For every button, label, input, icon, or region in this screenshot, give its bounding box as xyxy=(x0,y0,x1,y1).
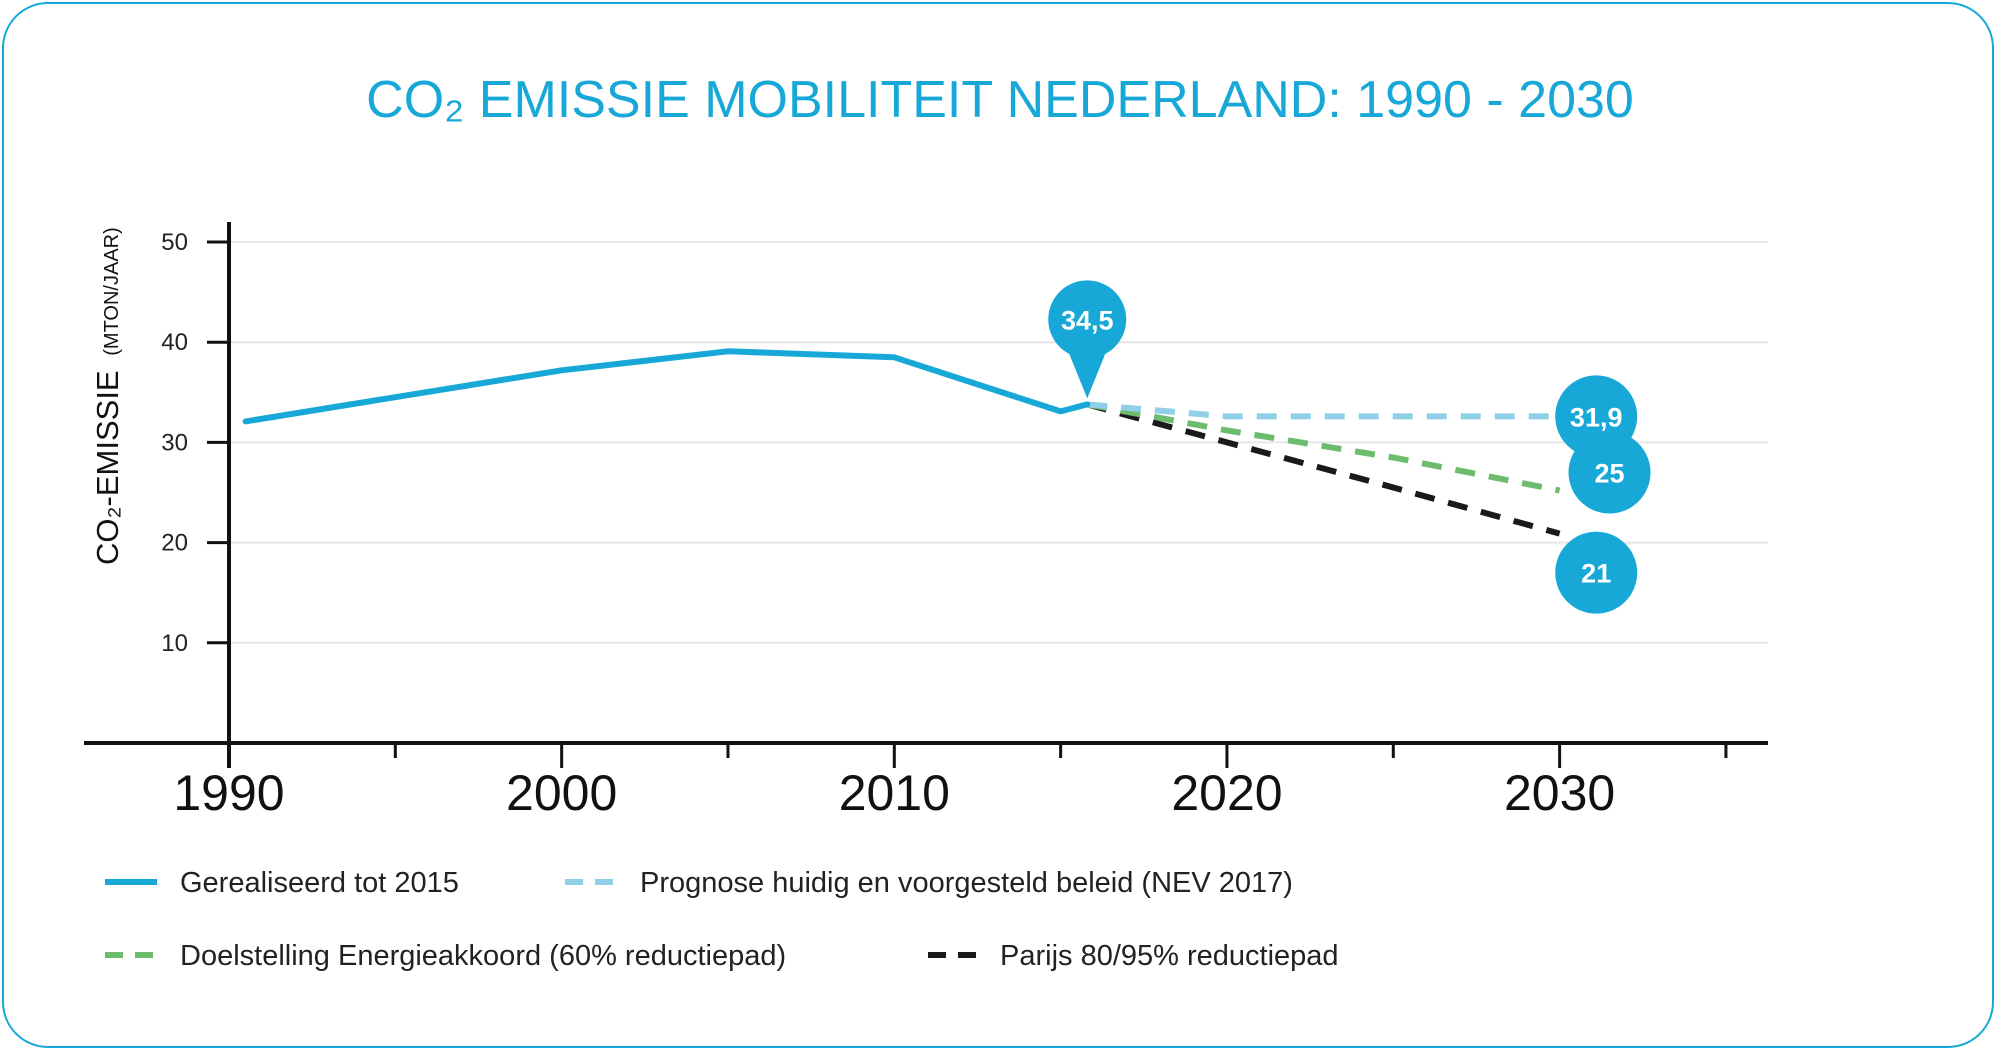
y-tick-label-30: 30 xyxy=(161,429,188,456)
series-line-0 xyxy=(242,348,1091,425)
chart-title: CO₂ EMISSIE MOBILITEIT NEDERLAND: 1990 -… xyxy=(366,71,1634,129)
legend-label-0: Gerealiseerd tot 2015 xyxy=(180,867,459,899)
y-tick-label-10: 10 xyxy=(161,630,188,657)
y-tick-label-20: 20 xyxy=(161,530,188,557)
legend-label-2: Doelstelling Energieakkoord (60% reducti… xyxy=(180,940,786,972)
y-axis-label: CO₂-EMISSIE (MTON/JAAR) xyxy=(90,227,125,565)
data-series xyxy=(242,348,1561,537)
axes xyxy=(84,222,1768,768)
x-tick-label-2010: 2010 xyxy=(839,765,950,821)
series-line-3 xyxy=(1086,401,1561,537)
y-axis-label-unit: (MTON/JAAR) xyxy=(101,227,123,356)
grid-lines xyxy=(229,241,1768,644)
y-tick-label-40: 40 xyxy=(161,329,188,356)
legend-label-3: Parijs 80/95% reductiepad xyxy=(1000,940,1339,972)
series-line-1 xyxy=(1086,401,1560,420)
series-line-2 xyxy=(1086,401,1561,494)
x-tick-label-2000: 2000 xyxy=(506,765,617,821)
x-tick-labels: 1990 2000 2010 2020 2030 xyxy=(173,765,1615,821)
y-tick-labels: 10 20 30 40 50 xyxy=(161,229,188,657)
bubble-circle-3 xyxy=(1555,531,1638,614)
y-axis-label-main: CO₂-EMISSIE xyxy=(90,370,125,565)
x-tick-label-1990: 1990 xyxy=(173,765,284,821)
y-tick-label-50: 50 xyxy=(161,229,188,256)
legend: Gerealiseerd tot 2015 Prognose huidig en … xyxy=(105,867,1339,972)
bubble-label-2: 25 xyxy=(1594,458,1624,488)
bubble-circle-2 xyxy=(1568,431,1651,514)
bubble-label-0: 34,5 xyxy=(1061,305,1114,335)
x-tick-label-2030: 2030 xyxy=(1504,765,1615,821)
pin-pointer xyxy=(1068,351,1107,399)
bubble-label-3: 21 xyxy=(1581,559,1611,589)
value-bubbles: 34,5 31,9 25 21 xyxy=(1048,280,1651,614)
x-tick-label-2020: 2020 xyxy=(1171,765,1282,821)
legend-label-1: Prognose huidig en voorgesteld beleid (N… xyxy=(640,867,1293,899)
bubble-label-1: 31,9 xyxy=(1570,402,1623,432)
pin-bubble xyxy=(1048,280,1127,359)
